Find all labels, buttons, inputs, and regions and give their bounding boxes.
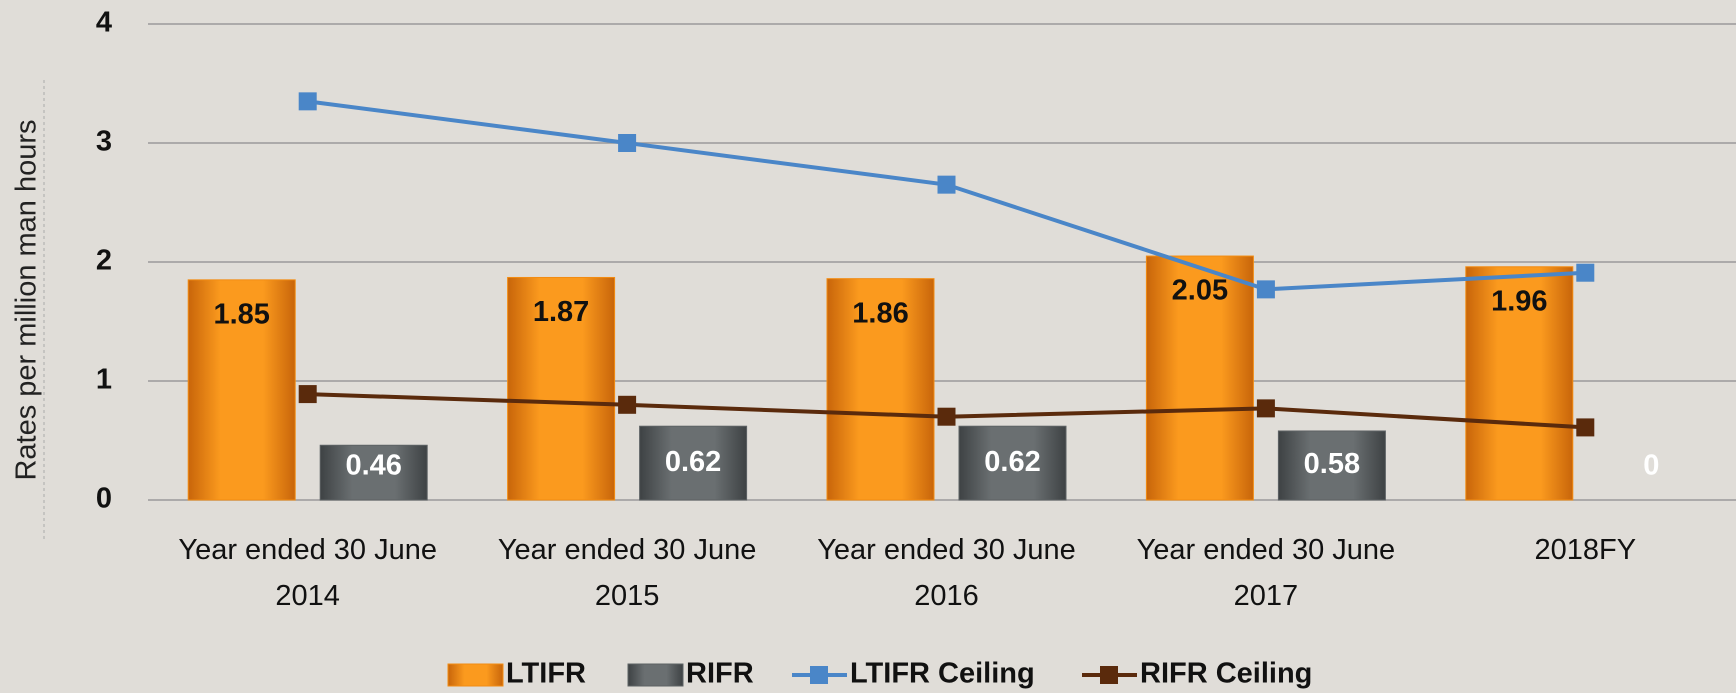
data-label: 1.96 [1491, 285, 1547, 317]
x-tick-label: Year ended 30 June 2016 [817, 534, 1076, 612]
data-label: 0.46 [345, 450, 401, 482]
legend-label: RIFR Ceiling [1140, 658, 1312, 690]
legend-label: LTIFR [506, 658, 586, 690]
x-tick-label: Year ended 30 June 2014 [178, 534, 437, 612]
x-tick-label: 2018FY [1534, 534, 1637, 566]
marker [618, 134, 637, 152]
bar [319, 444, 428, 501]
y-tick-label: 3 [96, 126, 112, 158]
line [307, 99, 1586, 292]
marker [1256, 399, 1275, 418]
marker [1576, 263, 1595, 282]
legend-label: RIFR [686, 658, 754, 690]
data-label: 1.85 [213, 299, 269, 331]
marker [618, 395, 637, 414]
legend-label: LTIFR Ceiling [850, 658, 1035, 690]
y-tick-label: 2 [96, 245, 112, 277]
data-label: 1.87 [533, 296, 589, 328]
marker [298, 92, 317, 111]
y-tick-label: 1 [96, 364, 112, 396]
legend-swatch [1100, 666, 1118, 684]
bar [639, 425, 748, 501]
bar [1277, 430, 1386, 501]
bar [826, 278, 935, 501]
x-tick-label: Year ended 30 June 2017 [1136, 534, 1396, 612]
marker [937, 175, 956, 194]
legend-swatch [627, 663, 684, 687]
data-label: 0.62 [984, 446, 1040, 478]
marker [1576, 418, 1595, 437]
y-tick-label: 4 [96, 7, 112, 39]
bar [1145, 255, 1254, 501]
bar [507, 276, 616, 501]
data-label: 2.05 [1172, 275, 1228, 307]
y-axis-title: Rates per million man hours [11, 119, 43, 480]
legend-swatch [810, 666, 828, 684]
data-label: 0 [1643, 450, 1659, 482]
bar [187, 279, 296, 501]
marker [298, 385, 317, 404]
x-tick-label: Year ended 30 June 2015 [497, 534, 757, 612]
legend-swatch [447, 663, 504, 687]
bar [1465, 266, 1574, 501]
data-label: 1.86 [852, 297, 908, 329]
data-label: 0.58 [1304, 448, 1360, 480]
y-tick-label: 0 [96, 483, 112, 515]
bar [958, 425, 1067, 501]
marker [1256, 280, 1275, 299]
data-label: 0.62 [665, 446, 721, 478]
marker [937, 407, 956, 426]
